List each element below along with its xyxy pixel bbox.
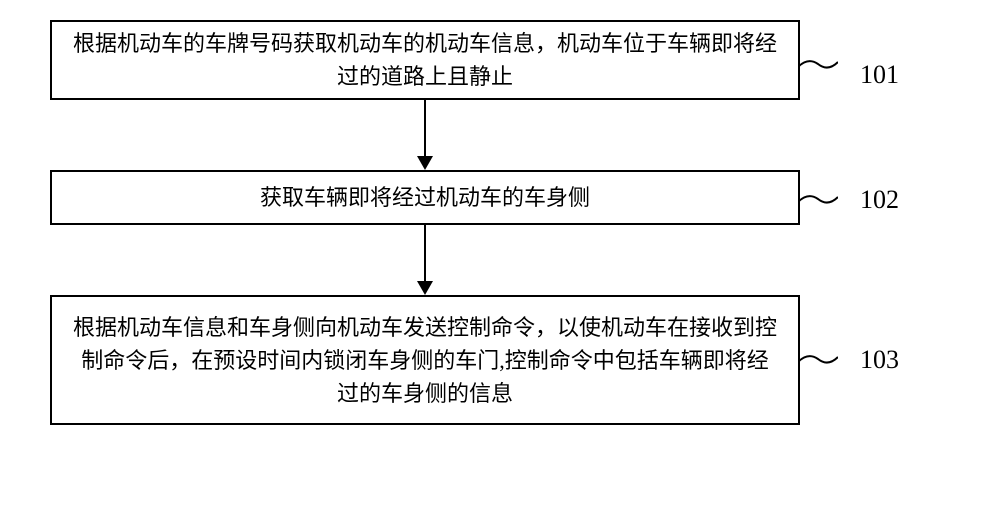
connector-curve-103 (798, 347, 838, 377)
arrow-head (417, 156, 433, 170)
box-text-102: 获取车辆即将经过机动车的车身侧 (260, 181, 590, 214)
flowchart-box-101: 根据机动车的车牌号码获取机动车的机动车信息，机动车位于车辆即将经过的道路上且静止 (50, 20, 800, 100)
connector-curve-102 (798, 187, 838, 217)
arrow-1-to-2 (50, 100, 800, 170)
flowchart-container: 根据机动车的车牌号码获取机动车的机动车信息，机动车位于车辆即将经过的道路上且静止… (50, 20, 950, 425)
connector-curve-101 (798, 52, 838, 82)
box-text-101: 根据机动车的车牌号码获取机动车的机动车信息，机动车位于车辆即将经过的道路上且静止 (72, 27, 778, 93)
arrow-line (424, 100, 426, 158)
step-label-103: 103 (860, 345, 899, 375)
flowchart-box-103: 根据机动车信息和车身侧向机动车发送控制命令，以使机动车在接收到控制命令后，在预设… (50, 295, 800, 425)
step-label-101: 101 (860, 60, 899, 90)
box-text-103: 根据机动车信息和车身侧向机动车发送控制命令，以使机动车在接收到控制命令后，在预设… (72, 311, 778, 410)
flowchart-box-102: 获取车辆即将经过机动车的车身侧 (50, 170, 800, 225)
arrow-2-to-3 (50, 225, 800, 295)
arrow-line (424, 225, 426, 283)
arrow-head (417, 281, 433, 295)
step-label-102: 102 (860, 185, 899, 215)
